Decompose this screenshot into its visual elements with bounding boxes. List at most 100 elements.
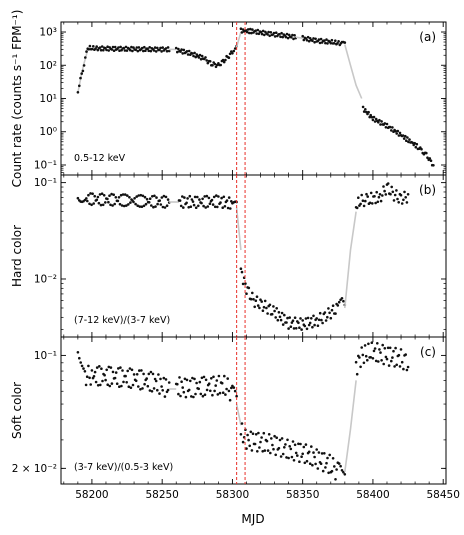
data-point-a bbox=[148, 46, 151, 49]
data-point-a bbox=[165, 49, 169, 53]
data-point-a bbox=[222, 60, 226, 64]
data-point-a bbox=[90, 47, 94, 51]
data-point-c bbox=[95, 366, 99, 369]
data-point-c bbox=[137, 385, 140, 388]
data-point-c bbox=[265, 439, 269, 443]
data-point-c bbox=[307, 450, 311, 454]
data-point-c bbox=[127, 385, 131, 389]
x-tick-label: 58400 bbox=[356, 489, 389, 501]
data-point-c bbox=[260, 436, 263, 439]
data-point-c bbox=[262, 431, 266, 435]
data-point-b bbox=[191, 200, 195, 203]
data-point-c bbox=[245, 447, 248, 450]
data-point-b bbox=[120, 204, 124, 207]
data-point-c bbox=[145, 377, 148, 380]
data-point-a bbox=[377, 121, 380, 124]
data-point-a bbox=[343, 41, 347, 44]
data-point-b bbox=[268, 303, 272, 307]
data-point-b bbox=[340, 297, 344, 300]
plot-frame-c bbox=[60, 336, 447, 485]
data-point-c bbox=[149, 370, 153, 374]
data-point-c bbox=[119, 366, 122, 369]
data-point-c bbox=[101, 379, 104, 383]
data-point-b bbox=[265, 306, 268, 310]
data-point-a bbox=[149, 49, 153, 53]
data-point-a bbox=[125, 49, 129, 52]
data-point-c bbox=[381, 343, 385, 347]
data-point-c bbox=[270, 437, 273, 440]
data-point-c bbox=[269, 451, 272, 455]
data-point-a bbox=[272, 31, 276, 35]
panel-letter-b: (b) bbox=[419, 183, 436, 197]
data-point-b bbox=[118, 202, 122, 206]
gap-segment-a bbox=[344, 44, 363, 99]
data-point-a bbox=[414, 145, 418, 149]
data-point-b bbox=[274, 316, 278, 319]
data-point-a bbox=[111, 45, 115, 49]
data-point-b bbox=[255, 295, 259, 299]
data-point-c bbox=[117, 367, 120, 370]
data-point-a bbox=[186, 53, 190, 56]
data-point-c bbox=[79, 361, 82, 364]
data-point-b bbox=[193, 195, 197, 199]
data-point-b bbox=[187, 206, 190, 209]
gap-segment-c bbox=[235, 403, 242, 426]
data-point-c bbox=[373, 347, 377, 350]
data-point-b bbox=[196, 195, 199, 199]
data-point-c bbox=[176, 382, 179, 386]
data-point-c bbox=[354, 360, 358, 364]
data-point-b bbox=[102, 194, 106, 197]
data-point-b bbox=[138, 205, 142, 208]
data-point-a bbox=[140, 46, 144, 50]
data-point-c bbox=[317, 451, 321, 454]
data-point-b bbox=[312, 314, 315, 318]
data-point-c bbox=[215, 379, 219, 382]
data-point-c bbox=[121, 369, 124, 372]
data-point-c bbox=[162, 376, 166, 380]
data-point-a bbox=[81, 69, 85, 73]
data-point-b bbox=[357, 196, 360, 199]
data-point-c bbox=[402, 367, 405, 371]
x-tick-label: 58200 bbox=[75, 489, 108, 501]
data-point-c bbox=[359, 365, 362, 369]
data-point-b bbox=[158, 199, 161, 202]
data-point-a bbox=[87, 47, 91, 51]
data-point-b bbox=[178, 199, 182, 202]
data-point-b bbox=[144, 202, 148, 206]
data-point-c bbox=[385, 357, 389, 361]
data-point-c bbox=[254, 433, 258, 436]
data-point-b bbox=[93, 194, 96, 198]
data-point-b bbox=[194, 206, 198, 209]
data-point-c bbox=[292, 459, 296, 462]
data-point-c bbox=[275, 436, 279, 440]
data-point-c bbox=[85, 375, 89, 379]
data-point-b bbox=[277, 311, 281, 314]
data-point-a bbox=[302, 38, 306, 42]
data-point-a bbox=[411, 141, 414, 145]
data-point-a bbox=[251, 28, 254, 31]
data-point-c bbox=[225, 387, 228, 391]
data-point-b bbox=[273, 309, 276, 313]
x-tick-label: 58300 bbox=[216, 489, 249, 501]
data-point-b bbox=[287, 327, 290, 330]
panel-letter-a: (a) bbox=[419, 30, 436, 44]
data-point-b bbox=[223, 205, 227, 208]
data-point-b bbox=[91, 192, 94, 195]
data-point-c bbox=[177, 392, 180, 396]
data-point-b bbox=[215, 194, 218, 197]
data-point-a bbox=[402, 137, 406, 140]
data-point-b bbox=[203, 195, 206, 198]
data-point-b bbox=[140, 205, 144, 208]
data-point-c bbox=[235, 394, 238, 398]
data-point-b bbox=[117, 196, 121, 199]
data-point-a bbox=[380, 120, 383, 123]
data-point-a bbox=[432, 164, 435, 167]
data-point-c bbox=[88, 376, 91, 380]
data-point-b bbox=[361, 199, 365, 202]
data-point-b bbox=[391, 190, 395, 194]
data-point-a bbox=[211, 64, 214, 67]
data-point-c bbox=[210, 377, 213, 380]
data-point-a bbox=[313, 41, 316, 44]
data-point-a bbox=[286, 36, 290, 40]
data-point-a bbox=[405, 139, 408, 142]
